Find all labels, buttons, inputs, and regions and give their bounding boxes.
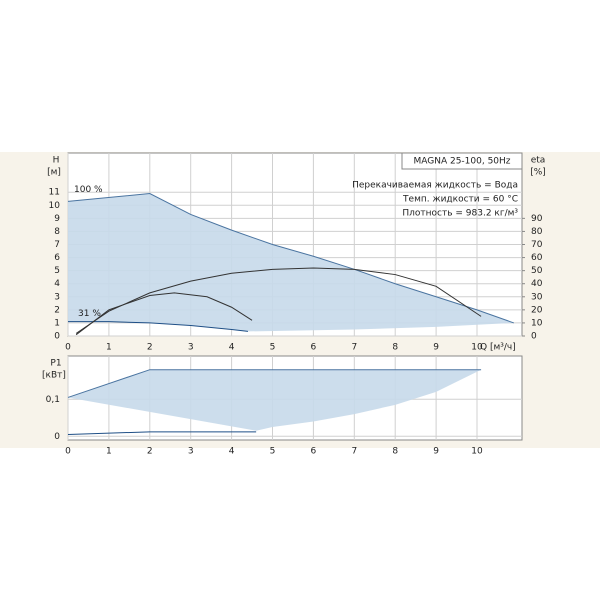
x-tick-label: 5 bbox=[270, 447, 276, 457]
y-tick-label: 9 bbox=[54, 214, 60, 224]
curve bbox=[67, 193, 514, 324]
x-tick-label: 3 bbox=[188, 447, 194, 457]
curve-annotation: 31 % bbox=[78, 309, 101, 319]
x-tick-label: 9 bbox=[433, 447, 439, 457]
y-axis-unit: [кВт] bbox=[42, 371, 66, 381]
y-axis-label: H bbox=[53, 156, 60, 166]
y2-axis-unit: [%] bbox=[530, 168, 546, 178]
y-tick-label: 3 bbox=[54, 292, 60, 302]
y-axis-label: P1 bbox=[50, 359, 61, 369]
y-tick-label: 0 bbox=[54, 432, 60, 442]
note: Темп. жидкости = 60 °C bbox=[402, 195, 518, 205]
x-axis-label: Q [м³/ч] bbox=[480, 343, 516, 353]
efficiency-curve bbox=[75, 292, 253, 336]
x-tick-label: 5 bbox=[270, 343, 276, 353]
note: Плотность = 983.2 кг/м³ bbox=[402, 209, 518, 219]
y2-tick-label: 90 bbox=[531, 214, 543, 224]
y-tick-label: 2 bbox=[54, 305, 60, 315]
y2-tick-label: 10 bbox=[531, 318, 543, 328]
curve-annotation: 100 % bbox=[74, 185, 103, 195]
y2-axis-label: eta bbox=[531, 156, 546, 166]
curve bbox=[67, 369, 482, 398]
y-tick-label: 0,1 bbox=[46, 395, 60, 405]
curve bbox=[67, 431, 257, 435]
x-tick-label: 1 bbox=[106, 343, 112, 353]
operating-area bbox=[68, 193, 514, 332]
y-axis-unit: [м] bbox=[47, 168, 61, 178]
y-tick-label: 1 bbox=[54, 318, 60, 328]
curve bbox=[68, 321, 249, 332]
x-tick-label: 4 bbox=[229, 343, 235, 353]
y-tick-label: 6 bbox=[54, 253, 60, 263]
x-tick-label: 10 bbox=[471, 343, 483, 353]
y-tick-label: 5 bbox=[54, 266, 60, 276]
operating-area bbox=[68, 369, 482, 431]
y-tick-label: 4 bbox=[54, 279, 60, 289]
y-tick-label: 0 bbox=[54, 332, 60, 342]
y2-tick-label: 40 bbox=[531, 279, 543, 289]
chart-title: MAGNA 25-100, 50Hz bbox=[413, 157, 510, 167]
note: Перекачиваемая жидкость = Вода bbox=[352, 181, 518, 191]
y2-tick-label: 60 bbox=[531, 253, 543, 263]
x-tick-label: 6 bbox=[311, 447, 317, 457]
x-tick-label: 3 bbox=[188, 343, 194, 353]
x-tick-label: 8 bbox=[392, 447, 398, 457]
x-tick-label: 8 bbox=[392, 343, 398, 353]
efficiency-curve bbox=[75, 267, 482, 334]
y-tick-label: 8 bbox=[54, 227, 60, 237]
x-tick-label: 0 bbox=[65, 447, 71, 457]
title-box bbox=[401, 152, 523, 170]
x-tick-label: 10 bbox=[471, 447, 483, 457]
x-tick-label: 7 bbox=[351, 343, 357, 353]
x-tick-label: 2 bbox=[147, 447, 153, 457]
y-tick-label: 11 bbox=[49, 188, 60, 198]
y2-tick-label: 70 bbox=[531, 240, 543, 250]
y-tick-label: 7 bbox=[54, 240, 60, 250]
y2-tick-label: 80 bbox=[531, 227, 543, 237]
y2-tick-label: 30 bbox=[531, 292, 543, 302]
x-tick-label: 9 bbox=[433, 343, 439, 353]
x-tick-label: 4 bbox=[229, 447, 235, 457]
y2-tick-label: 20 bbox=[531, 305, 543, 315]
y2-tick-label: 50 bbox=[531, 266, 543, 276]
y2-tick-label: 0 bbox=[531, 332, 537, 342]
x-tick-label: 7 bbox=[351, 447, 357, 457]
x-tick-label: 6 bbox=[311, 343, 317, 353]
x-tick-label: 0 bbox=[65, 343, 71, 353]
x-tick-label: 1 bbox=[106, 447, 112, 457]
x-tick-label: 2 bbox=[147, 343, 153, 353]
y-tick-label: 10 bbox=[49, 201, 61, 211]
